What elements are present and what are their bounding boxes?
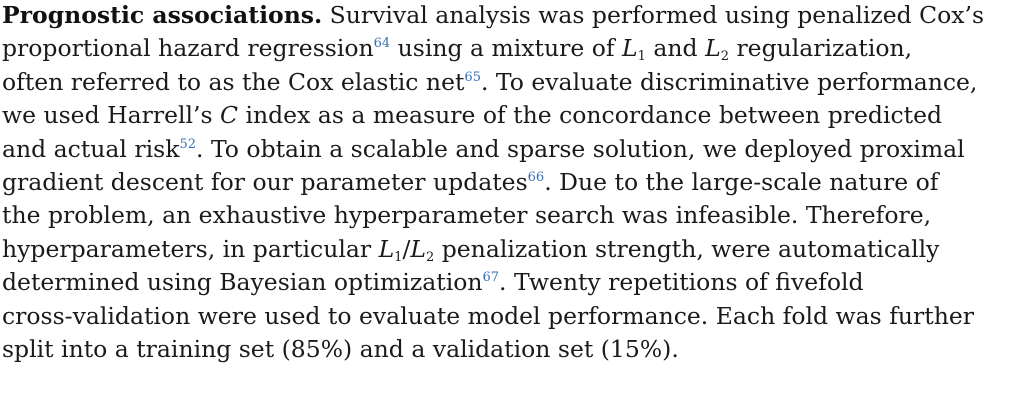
section-heading: Prognostic associations. [2, 1, 323, 29]
text-line-10: cross-validation were used to evaluate m… [2, 298, 1004, 331]
citation-link-52[interactable]: 52 [179, 136, 197, 152]
line-2-text-a: proportional hazard regression [2, 34, 374, 63]
text-line-4: we used Harrell’s C index as a measure o… [2, 97, 1004, 130]
math-variable-c: C [220, 101, 239, 130]
line-2-text-b: using a mixture of [390, 34, 623, 63]
text-line-7: the problem, an exhaustive hyperparamete… [2, 197, 1004, 230]
text-line-11: split into a training set (85%) and a va… [2, 331, 1004, 364]
line-2-text-c: and [645, 34, 706, 63]
math-subscript-1: 1 [394, 249, 403, 265]
line-8-text-a: hyperparameters, in particular [2, 234, 379, 263]
line-6-text-a: gradient descent for our parameter updat… [2, 167, 528, 196]
text-line-5: and actual risk52. To obtain a scalable … [2, 131, 1004, 164]
math-variable-l1: L [378, 234, 395, 263]
prognostic-associations-paragraph: Prognostic associations. Survival analys… [2, 0, 1004, 364]
text-line-2: proportional hazard regression64 using a… [2, 30, 1004, 63]
line-6-text-b: . Due to the large-scale nature of [544, 167, 939, 196]
citation-link-66[interactable]: 66 [527, 169, 545, 185]
math-variable-l1: L [622, 34, 638, 63]
line-7-text: the problem, an exhaustive hyperparamete… [2, 201, 932, 230]
line-9-text-a: determined using Bayesian optimization [2, 268, 483, 297]
text-line-1: Prognostic associations. Survival analys… [2, 0, 1004, 30]
line-9-text-b: . Twenty repetitions of fivefold [499, 268, 864, 297]
citation-link-67[interactable]: 67 [482, 270, 500, 286]
line-1-text: Survival analysis was performed using pe… [322, 1, 985, 29]
line-3-text-a: often referred to as the Cox elastic net [2, 67, 465, 96]
text-line-3: often referred to as the Cox elastic net… [2, 64, 1004, 97]
line-2-text-d: regularization, [728, 34, 913, 63]
line-4-text-b: index as a measure of the concordance be… [238, 101, 943, 130]
math-subscript-1: 1 [637, 49, 646, 65]
math-subscript-2: 2 [720, 49, 729, 65]
text-line-8: hyperparameters, in particular L1/L2 pen… [2, 231, 1004, 264]
citation-link-65[interactable]: 65 [464, 69, 481, 85]
text-line-6: gradient descent for our parameter updat… [2, 164, 1004, 197]
math-subscript-2: 2 [425, 249, 435, 265]
line-10-text: cross-validation were used to evaluate m… [2, 301, 974, 330]
line-5-text-b: . To obtain a scalable and sparse soluti… [196, 134, 965, 163]
math-variable-l2: L [410, 234, 426, 263]
line-5-text-a: and actual risk [2, 134, 180, 163]
line-4-text-a: we used Harrell’s [2, 101, 221, 130]
line-11-text: split into a training set (85%) and a va… [2, 334, 679, 363]
text-line-9: determined using Bayesian optimization67… [2, 264, 1004, 297]
line-3-text-b: . To evaluate discriminative performance… [480, 67, 978, 96]
math-slash: / [402, 234, 411, 263]
line-8-text-b: penalization strength, were automaticall… [434, 234, 940, 263]
math-variable-l2: L [705, 34, 721, 63]
citation-link-64[interactable]: 64 [373, 36, 391, 52]
